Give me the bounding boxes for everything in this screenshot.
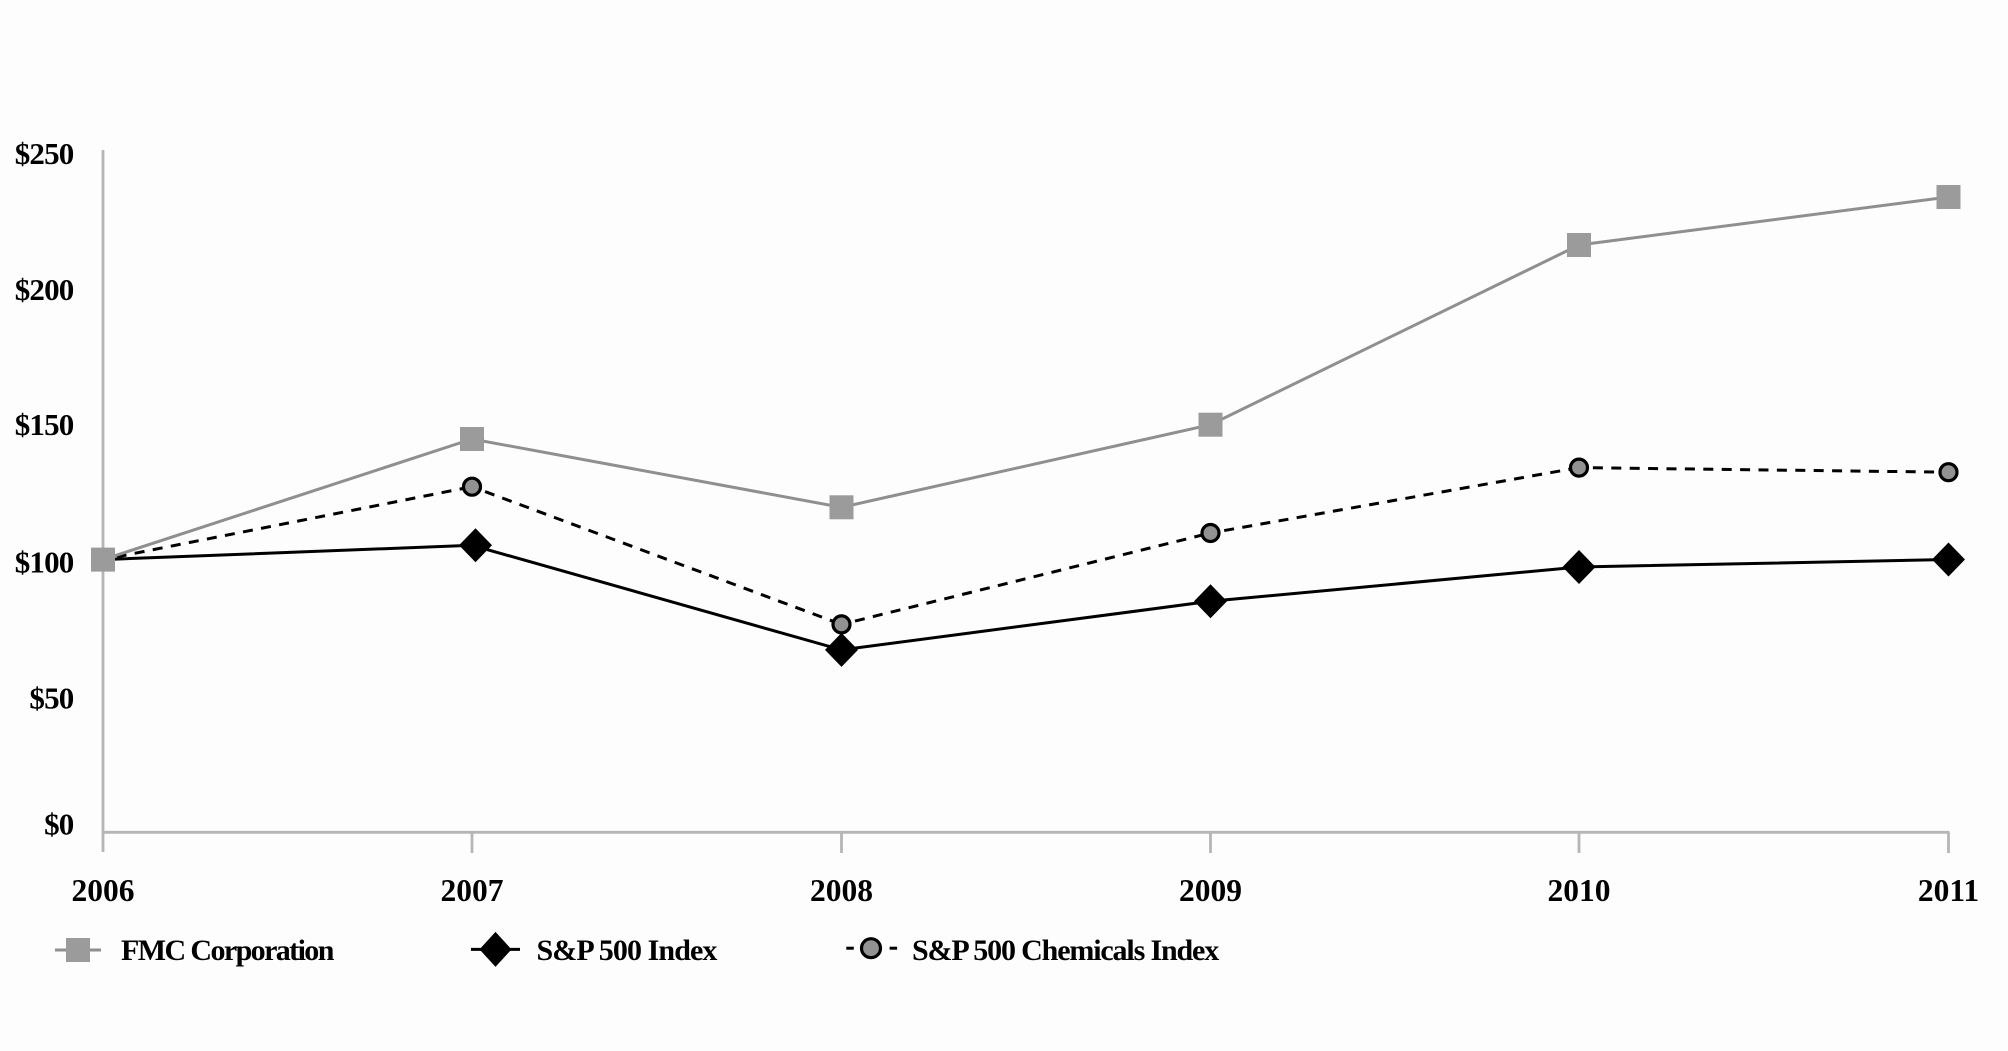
svg-text:S&P 500 Chemicals Index: S&P 500 Chemicals Index [912,934,1219,967]
svg-text:$100: $100 [15,544,74,579]
svg-text:S&P 500 Index: S&P 500 Index [537,934,718,967]
svg-text:2009: 2009 [1179,873,1242,908]
svg-text:$250: $250 [15,136,74,171]
svg-text:$0: $0 [44,807,74,842]
svg-text:2008: 2008 [810,873,873,908]
svg-text:2006: 2006 [72,873,135,908]
svg-text:$200: $200 [15,272,74,307]
svg-text:2010: 2010 [1548,873,1611,908]
svg-text:$50: $50 [29,680,73,715]
svg-text:2007: 2007 [441,873,504,908]
svg-text:$150: $150 [15,407,74,442]
svg-text:2011: 2011 [1918,873,1979,908]
svg-text:FMC Corporation: FMC Corporation [121,934,335,967]
